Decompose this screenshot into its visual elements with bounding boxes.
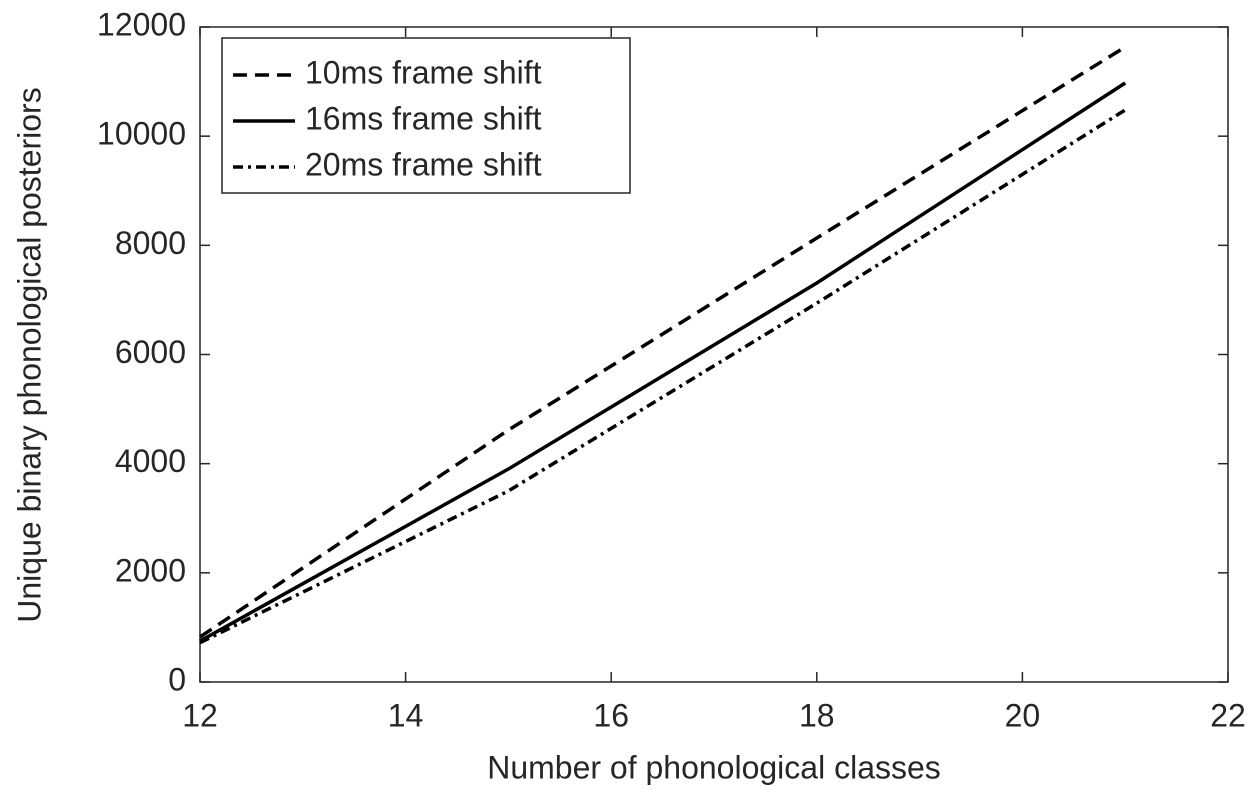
- y-axis-label: Unique binary phonological posteriors: [11, 87, 47, 622]
- legend-label: 16ms frame shift: [305, 100, 542, 136]
- x-tick-label: 16: [593, 697, 629, 733]
- x-axis-label: Number of phonological classes: [487, 749, 941, 785]
- legend-label: 20ms frame shift: [305, 146, 542, 182]
- y-tick-label: 0: [168, 661, 186, 697]
- y-tick-label: 12000: [97, 6, 186, 42]
- x-tick-label: 18: [799, 697, 835, 733]
- legend-label: 10ms frame shift: [305, 54, 542, 90]
- line-series: [199, 81, 1127, 643]
- y-tick-label: 8000: [115, 225, 186, 261]
- legend-box: [221, 37, 631, 194]
- x-tick-label: 14: [388, 697, 424, 733]
- y-tick-label: 6000: [115, 334, 186, 370]
- line-series: [199, 45, 1127, 639]
- x-tick-label: 20: [1005, 697, 1041, 733]
- y-tick-label: 4000: [115, 443, 186, 479]
- y-tick-label: 2000: [115, 552, 186, 588]
- x-tick-label: 12: [182, 697, 218, 733]
- y-tick-label: 10000: [97, 116, 186, 152]
- x-tick-label: 22: [1210, 697, 1246, 733]
